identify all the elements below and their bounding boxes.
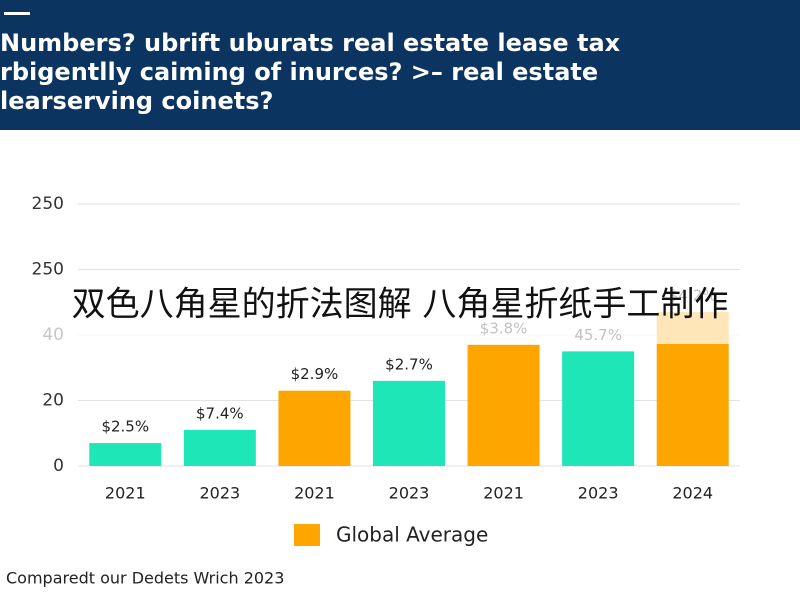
title-line: Numbers? ubrift uburats real estate leas… [0,29,621,57]
bar [373,380,445,466]
legend-label: Global Average [336,523,488,547]
bar [278,390,351,466]
legend-swatch [294,524,320,546]
header-band [0,0,800,130]
footnote: Comparedt our Dedets Wrich 2023 [6,569,284,588]
x-tick-label: 2021 [294,484,335,503]
overlay-text: 双色八角星的折法图解 八角星折纸手工制作 [72,285,729,325]
bar-annotation: $2.9% [291,365,339,383]
x-tick-label: 2021 [105,484,146,503]
x-tick-label: 2023 [199,484,240,503]
bar-annotation: $2.5% [101,418,149,436]
bar [183,429,256,466]
bar-annotation: $2.7% [385,355,433,373]
title-line: learserving coinets? [0,87,273,115]
bar [467,344,540,466]
plot: 02040250250$2.5%2021$7.4%2023$2.9%2021$2… [32,194,740,503]
bar [562,351,635,466]
title-line: rbigentlly caiming of inurces? >– real e… [0,58,598,86]
x-tick-label: 2023 [389,484,430,503]
y-tick-label: 20 [42,391,64,411]
y-tick-label: 250 [32,260,64,280]
overlay-band [0,282,800,344]
header-rule [4,12,30,15]
x-tick-label: 2024 [672,484,713,503]
bar [89,443,162,466]
y-tick-label: 250 [32,194,64,214]
x-tick-label: 2023 [578,484,619,503]
x-tick-label: 2021 [483,484,524,503]
chart-title: Numbers? ubrift uburats real estate leas… [0,29,621,115]
bar-annotation: $7.4% [196,404,244,422]
y-tick-label: 0 [53,456,64,476]
